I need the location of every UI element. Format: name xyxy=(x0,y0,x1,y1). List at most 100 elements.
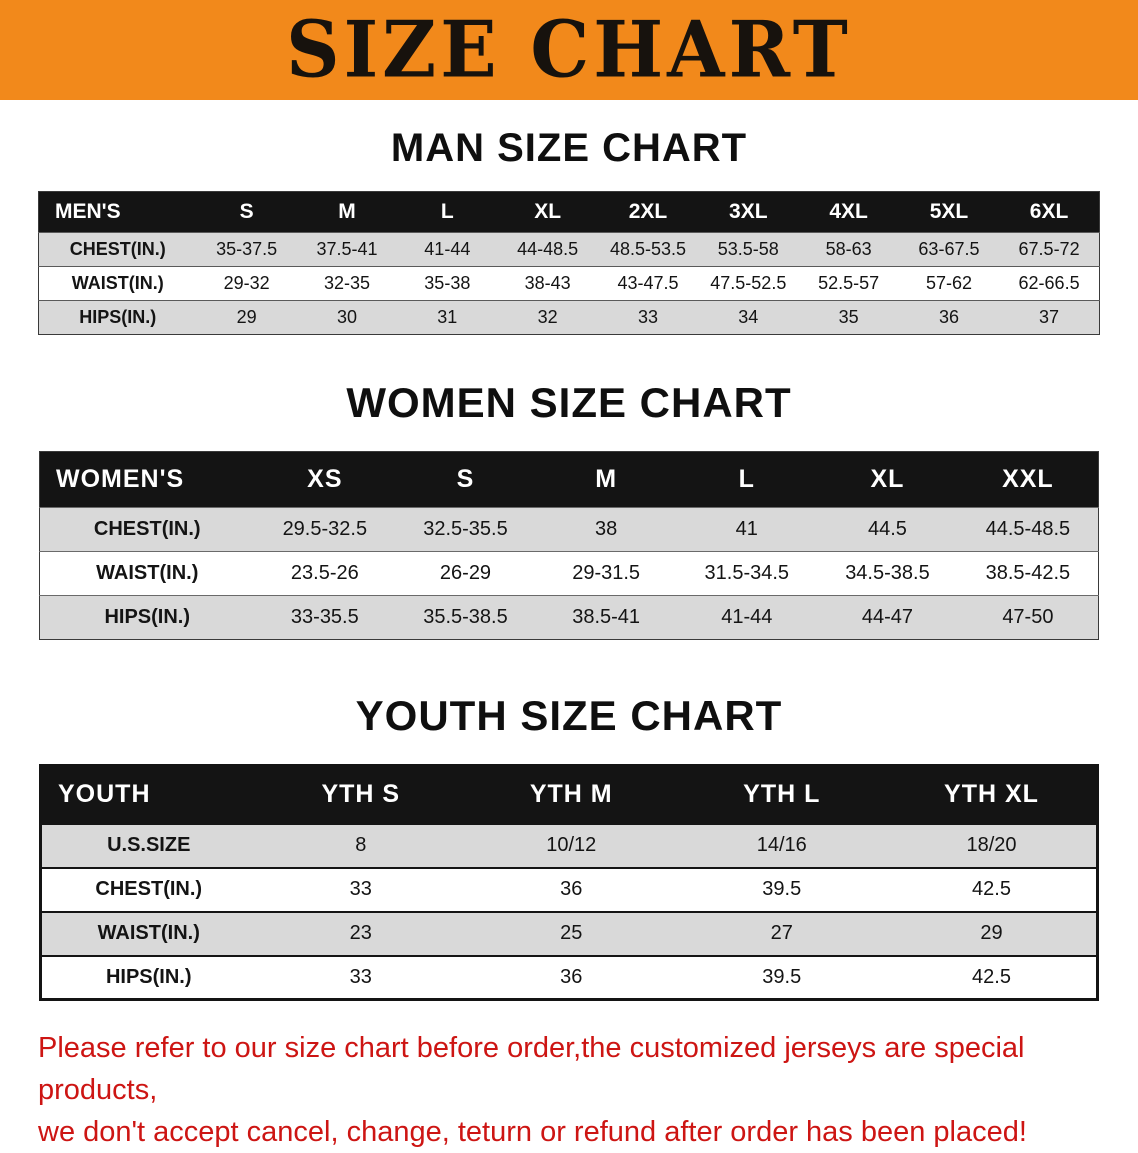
disclaimer-line-2: we don't accept cancel, change, teturn o… xyxy=(38,1116,1027,1149)
size-column-header: 4XL xyxy=(798,191,899,233)
size-column-header: S xyxy=(395,451,536,508)
size-value-cell: 39.5 xyxy=(762,878,802,900)
size-column-header: YTH XL xyxy=(887,765,1098,824)
size-value-cell: 29.5-32.5 xyxy=(282,518,368,540)
size-value-cell: 26-29 xyxy=(439,562,492,584)
size-value-cell: 25 xyxy=(560,922,583,944)
size-value-cell: 29-31.5 xyxy=(572,562,641,584)
size-column-header: M xyxy=(296,191,398,233)
size-value-cell: 34 xyxy=(738,307,759,327)
table-header-row: YOUTH YTH S YTH M YTH L YTH XL xyxy=(40,765,1098,824)
size-value-cell: 36 xyxy=(560,965,583,988)
size-value-cell: 44-47 xyxy=(861,606,914,628)
size-value-cell: 23 xyxy=(349,922,372,944)
size-column-header: YTH S xyxy=(255,765,466,824)
size-value-cell: 31 xyxy=(437,307,458,327)
size-column-header: XXL xyxy=(957,451,1099,508)
table-row: WAIST(IN.) 23 25 27 29 xyxy=(40,911,1098,956)
size-value-cell: 18/20 xyxy=(966,834,1017,856)
table-row: CHEST(IN.) 29.5-32.5 32.5-35.5 38 41 44.5 44.5… xyxy=(39,507,1099,552)
measurement-label: CHEST(IN.) xyxy=(69,239,166,259)
size-value-cell: 37 xyxy=(1039,307,1060,327)
measurement-label: WAIST(IN.) xyxy=(97,922,200,944)
size-value-cell: 62-66.5 xyxy=(1018,273,1080,293)
size-value-cell: 48.5-53.5 xyxy=(609,239,686,259)
size-value-cell: 43-47.5 xyxy=(617,273,679,293)
table-row: HIPS(IN.) 33-35.5 35.5-38.5 38.5-41 41-44 44-… xyxy=(39,595,1099,640)
size-value-cell: 37.5-41 xyxy=(316,239,378,259)
size-value-cell: 33 xyxy=(637,307,658,327)
men-section-title: MAN SIZE CHART xyxy=(390,126,748,170)
youth-section-title: YOUTH SIZE CHART xyxy=(355,692,783,739)
measurement-label: U.S.SIZE xyxy=(107,834,191,856)
order-disclaimer: Please refer to our size chart before or… xyxy=(38,1027,1100,1153)
size-value-cell: 47.5-52.5 xyxy=(710,273,787,293)
size-value-cell: 10/12 xyxy=(546,834,597,856)
table-row: CHEST(IN.) 35-37.5 37.5-41 41-44 44-48.5 48.5… xyxy=(38,232,1100,267)
women-section-title: WOMEN SIZE CHART xyxy=(346,379,792,426)
size-value-cell: 38.5-42.5 xyxy=(985,562,1071,584)
table-header-row: MEN'S S M L XL 2XL 3XL 4XL 5XL 6XL xyxy=(38,191,1100,233)
size-value-cell: 42.5 xyxy=(972,878,1011,900)
measurement-label: CHEST(IN.) xyxy=(95,878,203,900)
size-value-cell: 14/16 xyxy=(756,834,807,856)
size-value-cell: 35.5-38.5 xyxy=(423,606,508,628)
size-value-cell: 33-35.5 xyxy=(290,606,359,628)
table-corner-label: YOUTH xyxy=(40,765,256,824)
table-row: HIPS(IN.) 29 30 31 32 33 34 35 36 37 xyxy=(38,300,1100,335)
size-value-cell: 32.5-35.5 xyxy=(423,518,508,540)
table-corner-label: MEN'S xyxy=(38,191,197,233)
size-value-cell: 34.5-38.5 xyxy=(845,562,930,584)
size-column-header: L xyxy=(397,191,498,233)
size-value-cell: 35 xyxy=(838,307,859,327)
size-column-header: 2XL xyxy=(597,191,699,233)
table-corner-label: WOMEN'S xyxy=(39,451,255,508)
size-value-cell: 67.5-72 xyxy=(1018,239,1080,259)
size-value-cell: 8 xyxy=(355,834,367,856)
measurement-label: WAIST(IN.) xyxy=(71,273,164,293)
size-value-cell: 44-48.5 xyxy=(517,239,579,259)
size-value-cell: 23.5-26 xyxy=(290,562,359,584)
size-value-cell: 29 xyxy=(236,307,257,327)
size-value-cell: 30 xyxy=(336,307,357,327)
measurement-label: WAIST(IN.) xyxy=(96,562,199,584)
table-row: WAIST(IN.) 23.5-26 26-29 29-31.5 31.5-34.5 34… xyxy=(39,551,1099,596)
size-value-cell: 33 xyxy=(349,965,372,988)
measurement-label: HIPS(IN.) xyxy=(104,606,191,628)
size-value-cell: 29 xyxy=(980,922,1003,944)
size-value-cell: 35-37.5 xyxy=(216,239,278,259)
size-value-cell: 38.5-41 xyxy=(572,606,641,628)
size-column-header: XS xyxy=(254,451,396,508)
women-size-table: WOMEN'S XS S M L XL XXL CHEST(IN.) 29.5-32.5 32.5… xyxy=(39,451,1099,640)
size-chart-banner: SIZE CHART xyxy=(0,0,1138,100)
size-column-header: YTH L xyxy=(676,765,887,824)
men-size-table: MEN'S S M L XL 2XL 3XL 4XL 5XL 6XL CHEST(IN.) 35-37… xyxy=(38,191,1100,335)
size-value-cell: 58-63 xyxy=(825,239,872,259)
size-column-header: S xyxy=(196,191,297,233)
size-value-cell: 57-62 xyxy=(925,273,972,293)
table-row: WAIST(IN.) 29-32 32-35 35-38 38-43 43-47.5 47.… xyxy=(38,266,1100,301)
size-value-cell: 41-44 xyxy=(721,606,773,628)
youth-size-table: YOUTH YTH S YTH M YTH L YTH XL U.S.SIZE 8 10/12… xyxy=(39,764,1099,1001)
size-column-header: XL xyxy=(817,451,958,508)
size-value-cell: 29-32 xyxy=(223,273,270,293)
table-row: HIPS(IN.) 33 36 39.5 42.5 xyxy=(40,955,1098,1000)
size-value-cell: 44.5 xyxy=(867,518,907,540)
size-column-header: M xyxy=(535,451,677,508)
measurement-label: HIPS(IN.) xyxy=(105,965,192,988)
measurement-label: CHEST(IN.) xyxy=(93,518,201,540)
size-value-cell: 53.5-58 xyxy=(717,239,779,259)
table-row: CHEST(IN.) 33 36 39.5 42.5 xyxy=(40,867,1098,912)
size-value-cell: 36 xyxy=(938,307,959,327)
size-value-cell: 47-50 xyxy=(1002,606,1054,628)
disclaimer-line-1: Please refer to our size chart before or… xyxy=(38,1032,1025,1107)
size-value-cell: 31.5-34.5 xyxy=(704,562,790,584)
table-row: U.S.SIZE 8 10/12 14/16 18/20 xyxy=(40,823,1098,868)
size-column-header: XL xyxy=(497,191,598,233)
size-value-cell: 44.5-48.5 xyxy=(985,518,1071,540)
size-value-cell: 36 xyxy=(560,878,583,900)
size-column-header: 3XL xyxy=(698,191,799,233)
size-value-cell: 52.5-57 xyxy=(818,273,880,293)
size-value-cell: 39.5 xyxy=(762,965,802,988)
size-value-cell: 41-44 xyxy=(424,239,471,259)
